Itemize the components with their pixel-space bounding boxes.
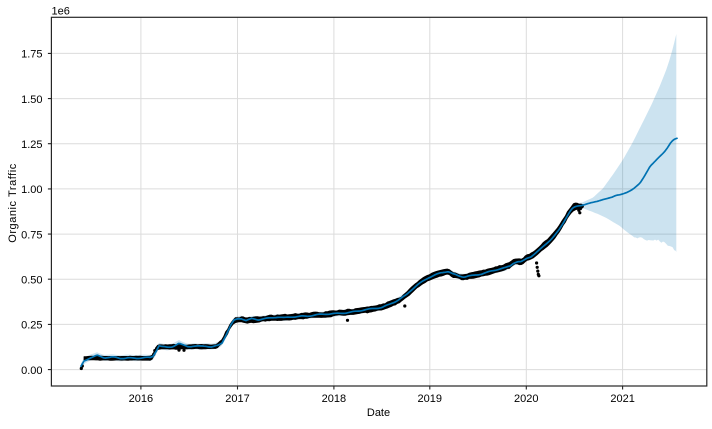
svg-text:1e6: 1e6: [52, 6, 70, 18]
svg-text:0.50: 0.50: [21, 275, 42, 287]
svg-text:2016: 2016: [129, 393, 153, 405]
svg-text:1.00: 1.00: [21, 184, 42, 196]
svg-text:1.75: 1.75: [21, 49, 42, 61]
svg-text:1.50: 1.50: [21, 94, 42, 106]
svg-text:2020: 2020: [514, 393, 538, 405]
svg-text:0.00: 0.00: [21, 365, 42, 377]
svg-text:Date: Date: [367, 407, 390, 419]
svg-text:Organic Traffic: Organic Traffic: [7, 163, 19, 243]
svg-text:0.25: 0.25: [21, 320, 42, 332]
svg-text:2021: 2021: [610, 393, 634, 405]
svg-text:2017: 2017: [225, 393, 249, 405]
svg-text:2018: 2018: [322, 393, 346, 405]
svg-text:1.25: 1.25: [21, 139, 42, 151]
svg-text:0.75: 0.75: [21, 229, 42, 241]
svg-text:2019: 2019: [418, 393, 442, 405]
